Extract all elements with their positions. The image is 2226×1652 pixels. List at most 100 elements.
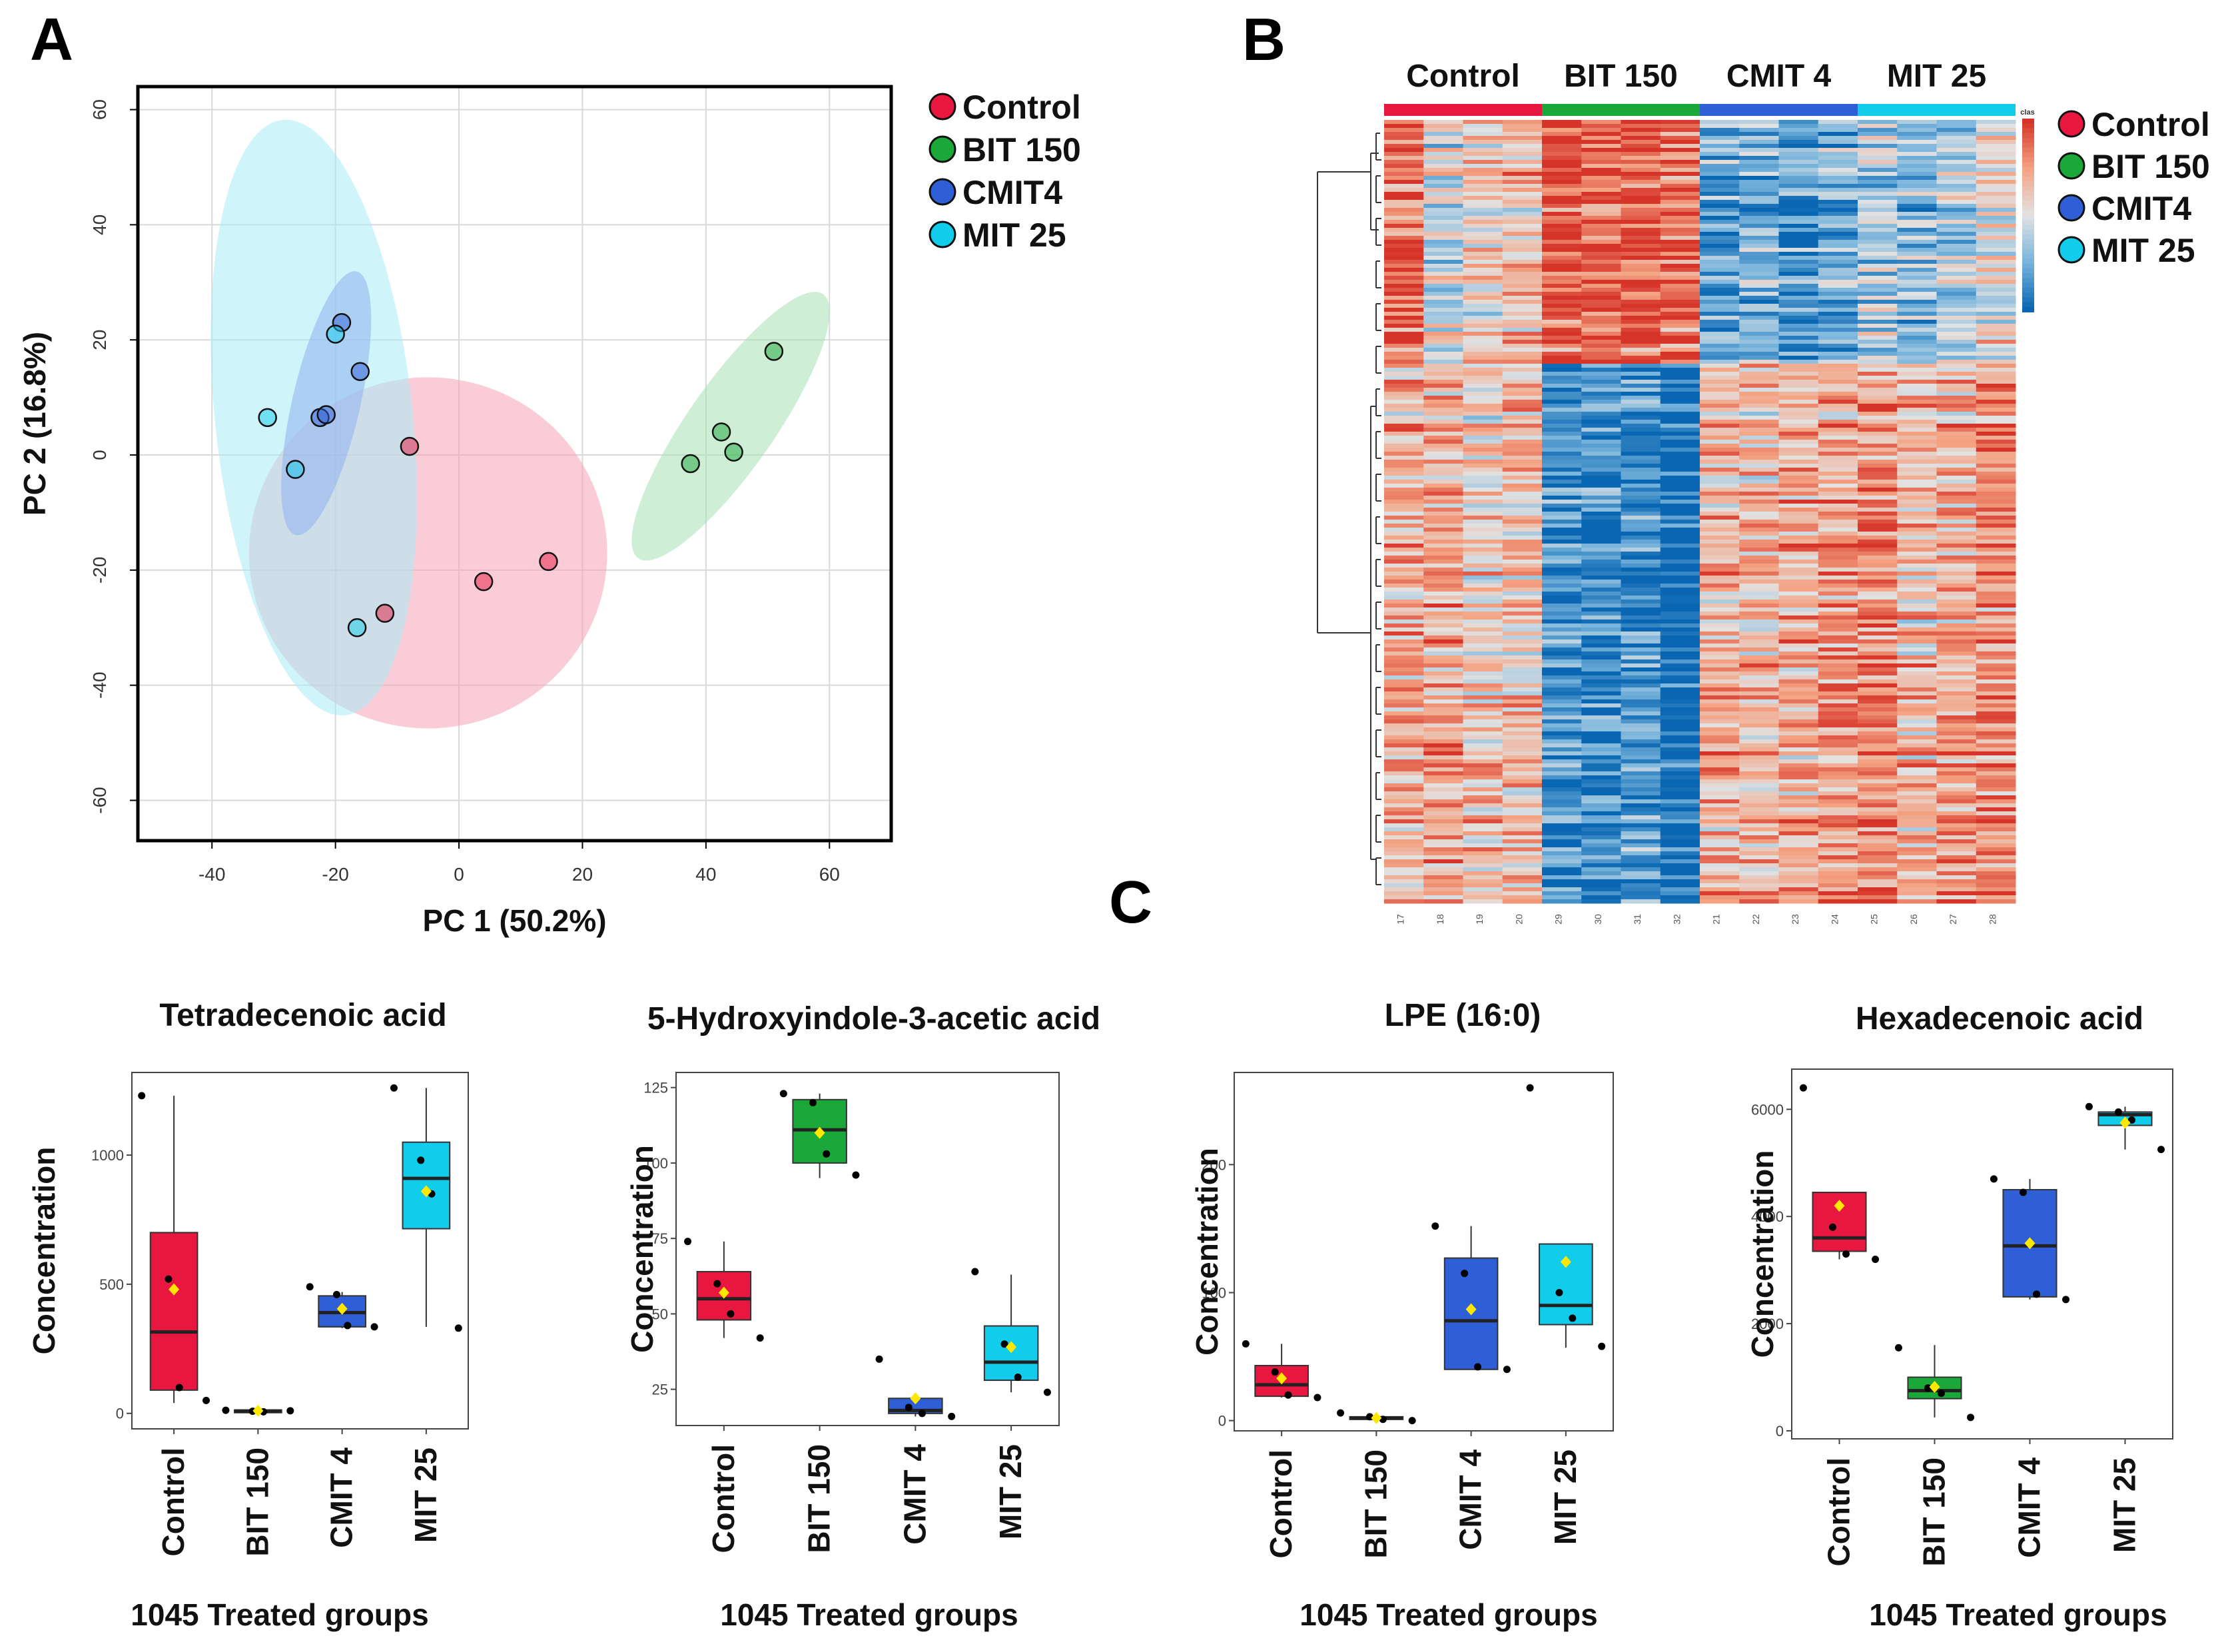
category-label: CMIT 4 bbox=[897, 1444, 932, 1545]
heatmap-cell bbox=[1818, 544, 1858, 548]
heatmap-cell bbox=[1423, 584, 1463, 588]
heatmap-cell bbox=[1858, 192, 1898, 197]
heatmap-cell bbox=[1897, 600, 1937, 604]
heatmap-cell bbox=[1858, 639, 1898, 644]
heatmap-cell bbox=[1463, 252, 1503, 256]
heatmap-cell bbox=[1463, 592, 1503, 596]
heatmap-cell bbox=[1502, 380, 1543, 384]
sample-point bbox=[852, 1171, 860, 1179]
data-point-control bbox=[400, 436, 420, 456]
mean-marker bbox=[2119, 1116, 2131, 1129]
heatmap-cell bbox=[1700, 803, 1740, 808]
heatmap-cell bbox=[1858, 344, 1898, 348]
heatmap-cell bbox=[1778, 580, 1819, 584]
heatmap-cell bbox=[1976, 336, 2016, 340]
heatmap-cell bbox=[1936, 667, 1977, 672]
heatmap-cell bbox=[1700, 667, 1740, 672]
heatmap-cell bbox=[1502, 635, 1543, 640]
heatmap-cell bbox=[1542, 883, 1582, 888]
heatmap-cell bbox=[1778, 212, 1819, 216]
heatmap-cell bbox=[1463, 839, 1503, 844]
y-tick-label: 25 bbox=[652, 1382, 668, 1398]
heatmap-cell bbox=[1423, 887, 1463, 892]
heatmap-cell bbox=[1976, 412, 2016, 416]
heatmap-cell bbox=[1384, 204, 1424, 208]
heatmap-cell bbox=[1936, 240, 1977, 244]
category-label: MIT 25 bbox=[2107, 1457, 2142, 1553]
heatmap-cell bbox=[1542, 492, 1582, 496]
heatmap-cell bbox=[1858, 384, 1898, 388]
dendrogram-leaf bbox=[1375, 644, 1381, 672]
heatmap-cell bbox=[1423, 292, 1463, 296]
heatmap-cell bbox=[1700, 635, 1740, 640]
heatmap-cell bbox=[1384, 200, 1424, 205]
heatmap-cell bbox=[1818, 180, 1858, 185]
heatmap-cell bbox=[1700, 132, 1740, 137]
heatmap-cell bbox=[1739, 544, 1779, 548]
heatmap-cell bbox=[1936, 715, 1977, 720]
heatmap-cell bbox=[1542, 592, 1582, 596]
heatmap-cell bbox=[1858, 120, 1898, 125]
heatmap-cell bbox=[1976, 164, 2016, 169]
heatmap-cell bbox=[1818, 472, 1858, 476]
heatmap-cell bbox=[1581, 440, 1621, 444]
heatmap-cell bbox=[1384, 655, 1424, 660]
heatmap-cell bbox=[1463, 436, 1503, 440]
heatmap-cell bbox=[1542, 899, 1582, 904]
heatmap-cell bbox=[1423, 324, 1463, 328]
heatmap-cell bbox=[1581, 204, 1621, 208]
heatmap-cell bbox=[1660, 751, 1700, 756]
heatmap-cell bbox=[1621, 312, 1661, 316]
heatmap-cell bbox=[1660, 556, 1700, 560]
heatmap-cell bbox=[1818, 296, 1858, 300]
heatmap-cell bbox=[1502, 747, 1543, 752]
heatmap-cell bbox=[1858, 855, 1898, 860]
heatmap-cell bbox=[1423, 456, 1463, 460]
heatmap-cell bbox=[1384, 735, 1424, 740]
heatmap-cell bbox=[1700, 200, 1740, 205]
heatmap-cell bbox=[1660, 152, 1700, 157]
heatmap-cell bbox=[1660, 476, 1700, 480]
heatmap-cell bbox=[1818, 192, 1858, 197]
heatmap-cell bbox=[1700, 292, 1740, 296]
heatmap-cell bbox=[1423, 675, 1463, 680]
heatmap-cell bbox=[1621, 264, 1661, 268]
heatmap-cell bbox=[1936, 723, 1977, 728]
heatmap-cell bbox=[1423, 659, 1463, 664]
heatmap-cell bbox=[1936, 132, 1977, 137]
heatmap-cell bbox=[1423, 344, 1463, 348]
heatmap-cell bbox=[1581, 168, 1621, 173]
heatmap-cell bbox=[1660, 532, 1700, 536]
heatmap-cell bbox=[1818, 847, 1858, 852]
heatmap-cell bbox=[1384, 851, 1424, 856]
heatmap-cell bbox=[1936, 871, 1977, 876]
heatmap-cell bbox=[1818, 132, 1858, 137]
heatmap-cell bbox=[1778, 188, 1819, 193]
heatmap-cell bbox=[1858, 152, 1898, 157]
heatmap-cell bbox=[1660, 456, 1700, 460]
heatmap-cell bbox=[1858, 775, 1898, 780]
heatmap-cell bbox=[1739, 687, 1779, 692]
heatmap-cell bbox=[1976, 600, 2016, 604]
heatmap-cell bbox=[1621, 196, 1661, 201]
heatmap-cell bbox=[1818, 140, 1858, 145]
heatmap-cell bbox=[1897, 647, 1937, 652]
heatmap-cell bbox=[1936, 895, 1977, 900]
heatmap-cell bbox=[1739, 500, 1779, 504]
heatmap-cell bbox=[1502, 392, 1543, 396]
heatmap-cell bbox=[1700, 851, 1740, 856]
heatmap-cell bbox=[1463, 420, 1503, 424]
heatmap-cell bbox=[1502, 763, 1543, 768]
heatmap-cell bbox=[1660, 304, 1700, 308]
heatmap-cell bbox=[1858, 791, 1898, 796]
heatmap-cell bbox=[1976, 340, 2016, 344]
heatmap-cell bbox=[1858, 392, 1898, 396]
heatmap-cell bbox=[1581, 735, 1621, 740]
heatmap-cell bbox=[1660, 703, 1700, 708]
heatmap-cell bbox=[1700, 224, 1740, 228]
heatmap-cell bbox=[1858, 128, 1898, 133]
heatmap-cell bbox=[1936, 264, 1977, 268]
sample-point bbox=[1461, 1270, 1469, 1278]
mean-marker bbox=[718, 1286, 729, 1299]
heatmap-cell bbox=[1502, 767, 1543, 772]
